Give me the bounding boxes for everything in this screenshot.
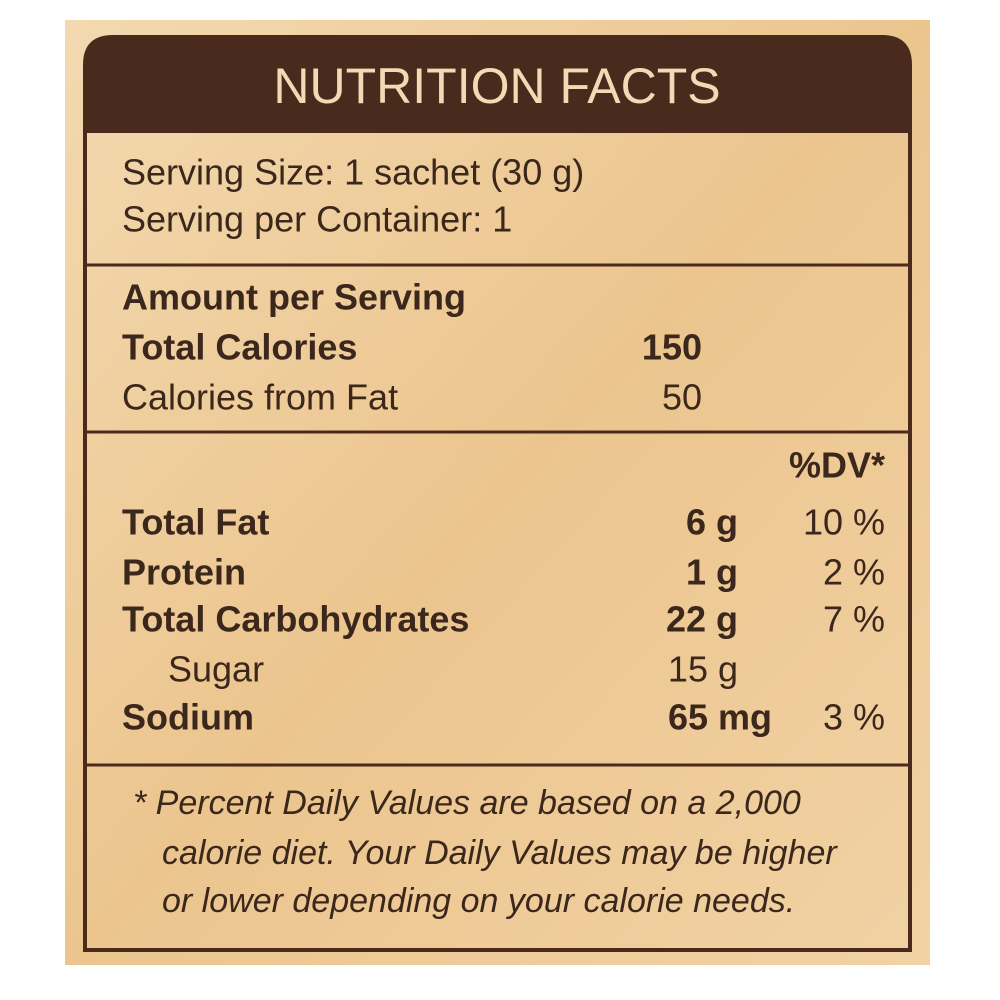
nutrient-amount: 22 g [666, 599, 738, 640]
title: NUTRITION FACTS [273, 58, 720, 114]
header-band [85, 37, 910, 133]
footnote-line: or lower depending on your calorie needs… [162, 882, 795, 920]
calories-value: 50 [662, 377, 702, 418]
nutrient-dv: 7 % [823, 599, 885, 640]
footnote-line: * Percent Daily Values are based on a 2,… [133, 784, 801, 822]
nutrient-label: Total Fat [122, 502, 269, 543]
dividers [85, 263, 910, 767]
nutrient-amount: 15 g [668, 649, 738, 690]
calories-label: Calories from Fat [122, 377, 398, 418]
servings-per-container: Serving per Container: 1 [122, 199, 512, 240]
nutrient-amount: 6 g [686, 502, 738, 543]
nutrient-label: Total Carbohydrates [122, 599, 469, 640]
serving-size: Serving Size: 1 sachet (30 g) [122, 152, 584, 193]
nutrient-dv: 3 % [823, 697, 885, 738]
background [65, 20, 930, 965]
calories-label: Total Calories [122, 327, 357, 368]
amount-heading: Amount per Serving [122, 277, 466, 318]
footnote-line: calorie diet. Your Daily Values may be h… [162, 834, 838, 872]
calories-value: 150 [642, 327, 702, 368]
nutrient-label: Protein [122, 552, 246, 593]
dv-header: %DV* [789, 445, 885, 486]
nutrient-label: Sodium [122, 697, 254, 738]
nutrient-dv: 2 % [823, 552, 885, 593]
nutrient-label: Sugar [168, 649, 264, 690]
nutrient-amount: 65 mg [668, 697, 772, 738]
nutrient-dv: 10 % [803, 502, 885, 543]
nutrient-amount: 1 g [686, 552, 738, 593]
